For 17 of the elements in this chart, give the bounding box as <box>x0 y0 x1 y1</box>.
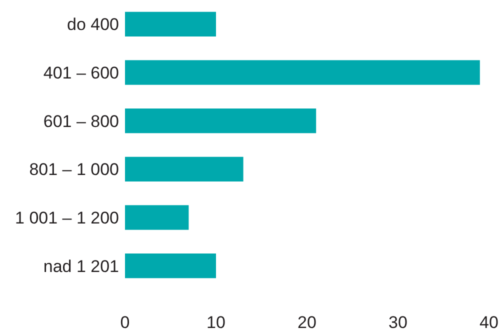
y-tick-label: 1 001 – 1 200 <box>15 208 119 228</box>
bar <box>125 12 216 36</box>
x-tick-label: 0 <box>120 313 130 332</box>
y-tick-label: do 400 <box>67 15 119 34</box>
bar <box>125 60 480 85</box>
bar <box>125 254 216 278</box>
y-tick-label: 601 – 800 <box>43 112 119 131</box>
bar <box>125 205 189 230</box>
y-tick-label: 801 – 1 000 <box>29 160 119 180</box>
x-tick-label: 40 <box>480 313 498 332</box>
x-tick-label: 20 <box>298 313 316 332</box>
y-tick-label: 401 – 600 <box>43 63 119 82</box>
bar <box>125 108 316 134</box>
x-tick-label: 30 <box>388 313 408 332</box>
y-tick-label: nad 1 201 <box>43 256 119 276</box>
bar <box>125 156 244 182</box>
x-tick-label: 10 <box>206 313 226 332</box>
